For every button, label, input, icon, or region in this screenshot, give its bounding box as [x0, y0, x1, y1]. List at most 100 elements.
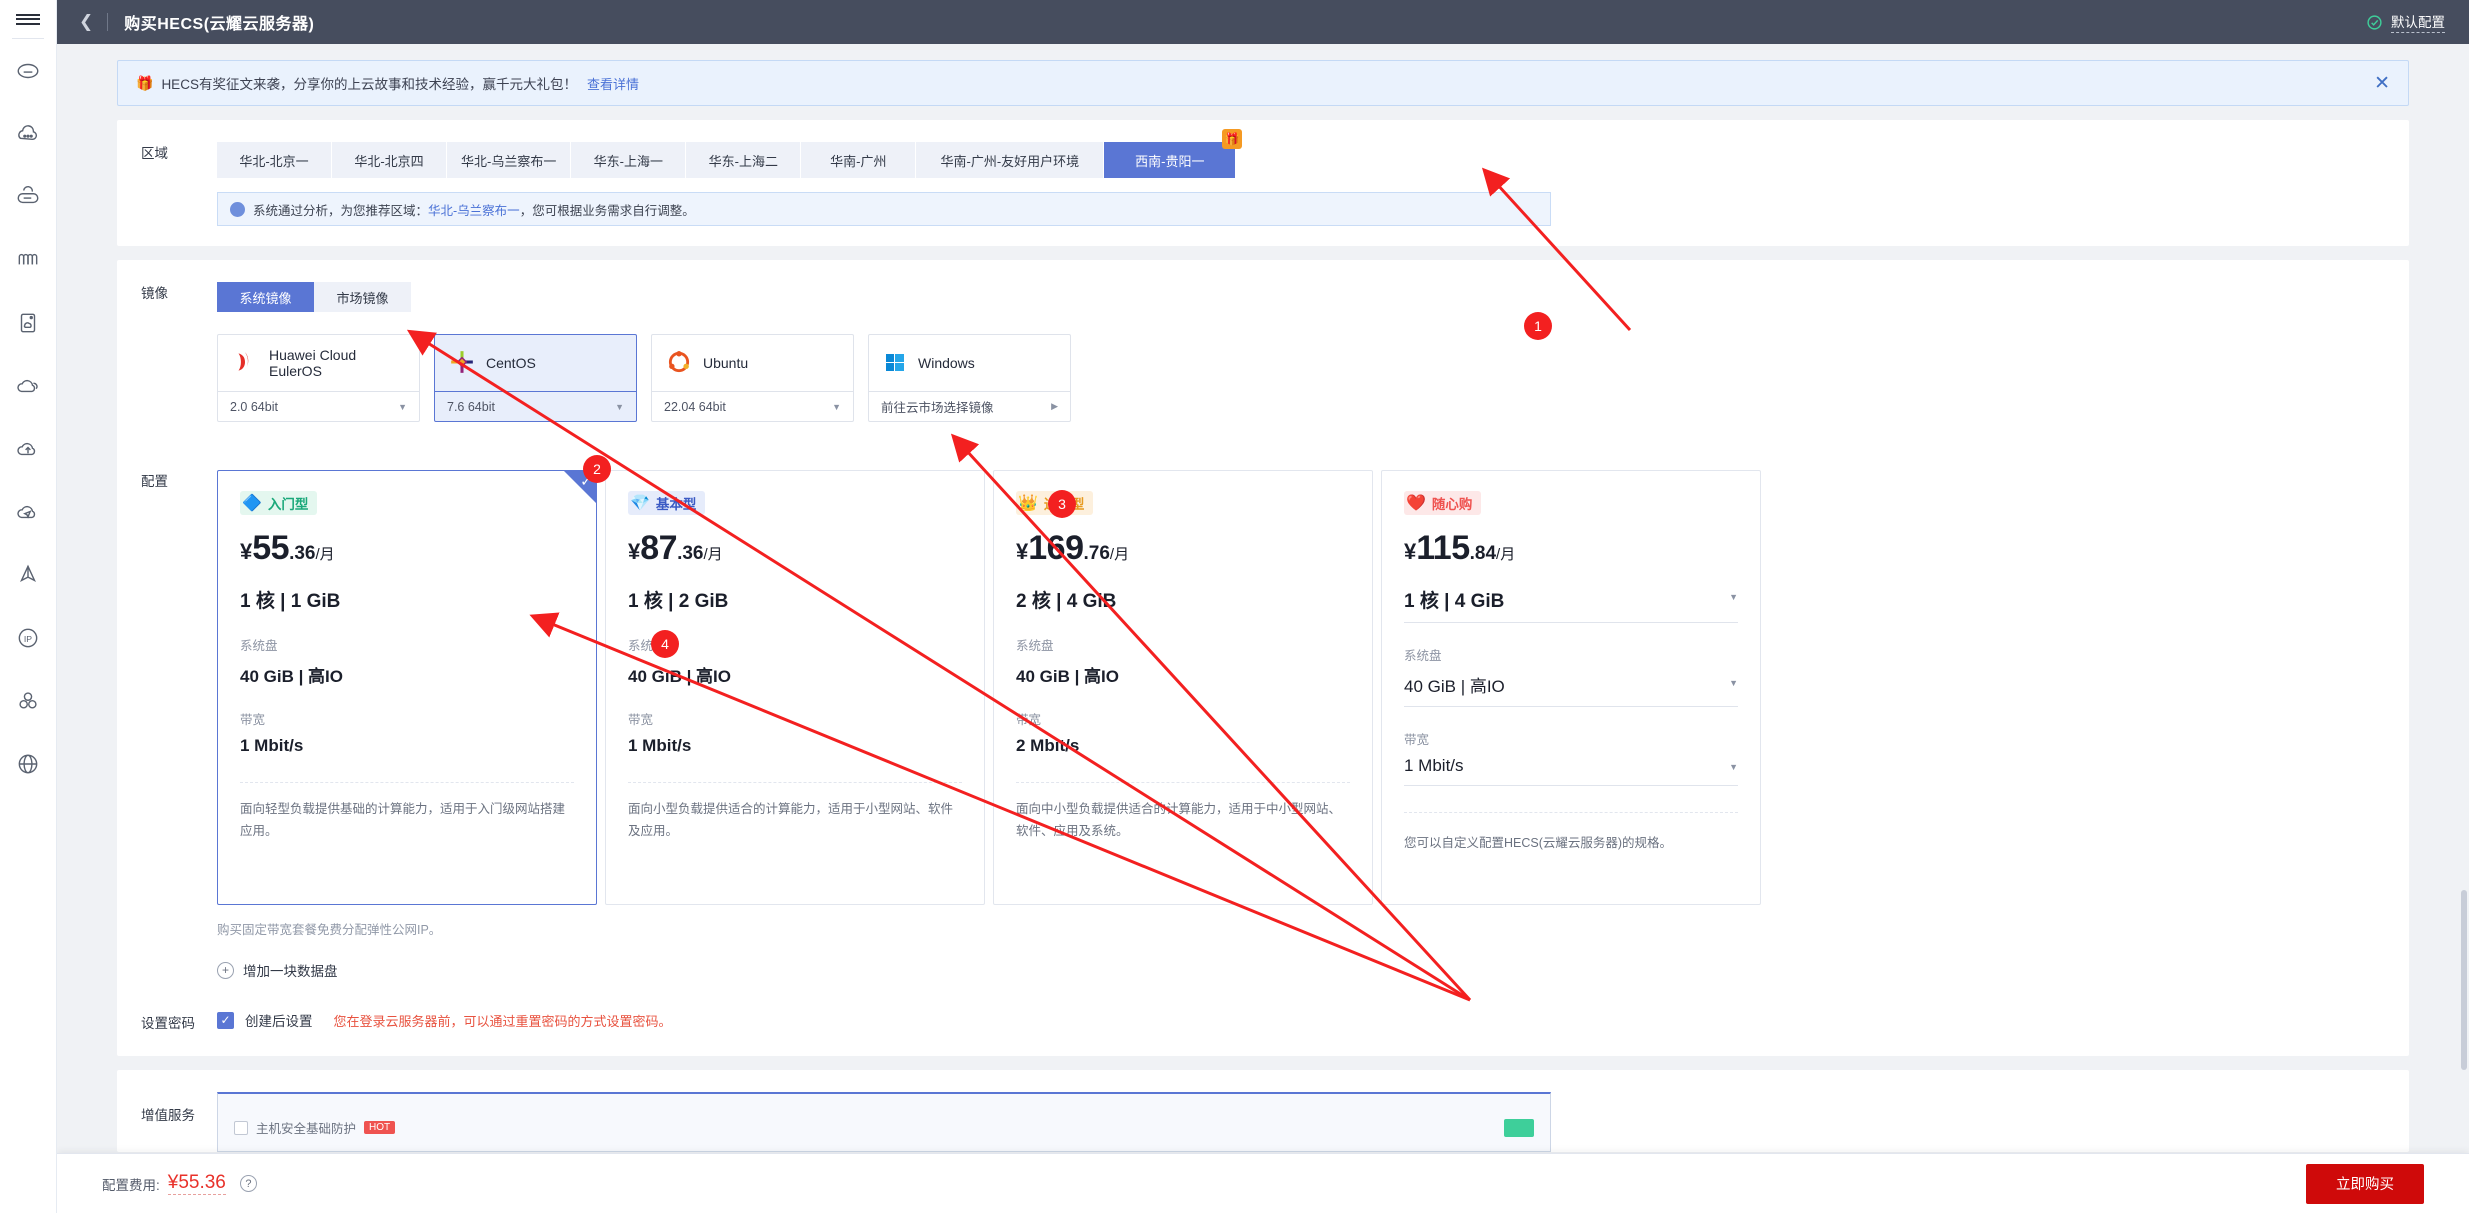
caret-down-icon[interactable]: ▼	[1729, 592, 1738, 602]
sidebar-item-cloud-dots[interactable]	[0, 102, 56, 165]
region-tab[interactable]: 华北-乌兰察布一	[447, 142, 572, 178]
fee-label: 配置费用:	[102, 1177, 160, 1193]
disk-select[interactable]: 40 GiB | 高IO ▼	[1404, 672, 1738, 707]
buy-now-button[interactable]: 立即购买	[2306, 1163, 2424, 1204]
currency-symbol: ¥	[628, 539, 641, 564]
page-scroll-area: 🎁 HECS有奖征文来袭，分享你的上云故事和技术经验，赢千元大礼包！ 查看详情 …	[57, 44, 2469, 1165]
caret-down-icon[interactable]: ▼	[832, 401, 841, 412]
os-version: 22.04 64bit	[664, 399, 726, 414]
promo-banner-text: HECS有奖征文来袭，分享你的上云故事和技术经验，赢千元大礼包！	[161, 77, 577, 92]
diamond-green-icon: 🔷	[242, 495, 262, 512]
sidebar-item-globe-web[interactable]	[0, 732, 56, 795]
flavor-card-basic[interactable]: 💎 基本型 ¥87.36/月 1 核 | 2 GiB 系统盘 40 GiB | …	[605, 470, 985, 905]
value-added-panel: 增值服务 主机安全基础防护 HOT	[117, 1070, 2409, 1152]
region-tab[interactable]: 华北-北京一	[217, 142, 332, 178]
left-sidebar-rail: IP	[0, 0, 57, 1213]
caret-right-icon[interactable]: ▶	[1051, 401, 1058, 411]
region-tab-selected[interactable]: 西南-贵阳一 🎁	[1104, 129, 1243, 178]
sidebar-item-cloud-send[interactable]	[0, 480, 56, 543]
card-divider	[240, 782, 574, 783]
bandwidth-label: 带宽	[1016, 713, 1042, 727]
region-tab[interactable]: 华东-上海一	[571, 142, 687, 178]
question-circle-icon[interactable]: ?	[239, 1175, 257, 1192]
svg-text:IP: IP	[24, 633, 32, 643]
password-checkbox[interactable]: ✓	[217, 1011, 234, 1029]
value-added-text: 主机安全基础防护	[256, 1122, 357, 1136]
default-config-label: 默认配置	[2391, 11, 2445, 33]
price-period: /月	[315, 546, 335, 563]
add-data-disk-label: 增加一块数据盘	[243, 964, 338, 979]
flavor-spec-select[interactable]: 1 核 | 4 GiB ▼	[1404, 586, 1738, 623]
caret-down-icon[interactable]: ▼	[1729, 678, 1738, 688]
bandwidth-value: 1 Mbit/s	[240, 736, 304, 755]
default-config-button[interactable]: 默认配置	[2366, 11, 2469, 33]
chevron-left-icon[interactable]: ❮	[79, 12, 94, 31]
os-name: Ubuntu	[703, 355, 749, 371]
flavor-tag-label: 基本型	[655, 497, 697, 512]
promo-banner-link[interactable]: 查看详情	[586, 76, 639, 92]
flavor-card-entry[interactable]: ✓ 🔷 入门型 ¥55.36/月 1 核 | 1 GiB 系统盘 40 GiB …	[217, 470, 597, 905]
hamburger-menu-icon[interactable]	[0, 0, 56, 38]
flavor-card-custom[interactable]: ❤️ 随心购 ¥115.84/月 1 核 | 4 GiB ▼ 系统盘 40 Gi	[1381, 470, 1761, 905]
os-card-ubuntu[interactable]: Ubuntu 22.04 64bit ▼	[651, 334, 854, 422]
price-integer: 169	[1028, 529, 1084, 567]
flavor-tag: 👑 进阶型	[1016, 491, 1094, 515]
sidebar-item-ip-address[interactable]: IP	[0, 606, 56, 669]
password-warning: 您在登录云服务器前，可以通过重置密码的方式设置密码。	[333, 1013, 672, 1029]
sidebar-item-network-tree[interactable]	[0, 543, 56, 606]
value-added-content: 主机安全基础防护 HOT	[217, 1070, 1551, 1152]
sidebar-item-waves[interactable]	[0, 228, 56, 291]
bandwidth-value: 1 Mbit/s	[1404, 756, 1464, 775]
page-title: 购买HECS(云耀云服务器)	[124, 16, 315, 33]
disk-label: 系统盘	[1016, 639, 1054, 653]
region-tip-link[interactable]: 华北-乌兰察布一	[428, 203, 520, 218]
flavor-description: 面向中小型负载提供适合的计算能力，适用于中小型网站、软件、应用及系统。	[1016, 802, 1342, 838]
vertical-scrollbar[interactable]	[2461, 890, 2467, 1070]
sidebar-item-cloud-disk[interactable]	[0, 291, 56, 354]
close-icon[interactable]: ✕	[2374, 72, 2390, 94]
region-tab[interactable]: 华北-北京四	[332, 142, 447, 178]
add-data-disk-button[interactable]: + 增加一块数据盘	[217, 960, 1761, 980]
sidebar-item-cluster[interactable]	[0, 669, 56, 732]
flavor-tag: ❤️ 随心购	[1404, 491, 1482, 515]
region-tab[interactable]: 华东-上海二	[686, 142, 802, 178]
region-tab[interactable]: 华南-广州	[801, 142, 917, 178]
disk-label: 系统盘	[240, 639, 278, 653]
tab-system-image[interactable]: 系统镜像	[217, 282, 314, 312]
hot-badge: HOT	[364, 1121, 396, 1134]
caret-down-icon[interactable]: ▼	[615, 401, 624, 412]
bandwidth-label: 带宽	[240, 713, 266, 727]
sidebar-item-cloud-storage[interactable]	[0, 165, 56, 228]
os-card-list: Huawei Cloud EulerOS 2.0 64bit ▼	[217, 334, 1071, 422]
bandwidth-label: 带宽	[1404, 733, 1430, 747]
bandwidth-select[interactable]: 1 Mbit/s ▼	[1404, 756, 1738, 786]
flavor-card-list: ✓ 🔷 入门型 ¥55.36/月 1 核 | 1 GiB 系统盘 40 GiB …	[217, 470, 1761, 905]
top-header-bar: ❮ 购买HECS(云耀云服务器) 默认配置	[57, 0, 2469, 44]
flavor-spec: 1 核 | 1 GiB	[240, 591, 341, 612]
os-card-windows[interactable]: Windows 前往云市场选择镜像 ▶	[868, 334, 1071, 422]
value-added-checkbox[interactable]	[234, 1120, 248, 1135]
image-label: 镜像	[141, 286, 168, 301]
currency-symbol: ¥	[1404, 539, 1417, 564]
value-added-item[interactable]: 主机安全基础防护 HOT	[217, 1092, 1551, 1152]
card-divider	[1016, 782, 1350, 783]
os-card-euleros[interactable]: Huawei Cloud EulerOS 2.0 64bit ▼	[217, 334, 420, 422]
flavor-description: 面向小型负载提供适合的计算能力，适用于小型网站、软件及应用。	[628, 802, 954, 838]
caret-down-icon[interactable]: ▼	[398, 401, 407, 412]
card-divider	[628, 782, 962, 783]
check-icon: ✓	[580, 473, 592, 489]
sidebar-item-cloud-upload[interactable]	[0, 417, 56, 480]
price-period: /月	[1109, 546, 1130, 563]
caret-down-icon[interactable]: ▼	[1729, 762, 1738, 772]
tab-market-image[interactable]: 市场镜像	[314, 282, 411, 312]
os-card-centos[interactable]: CentOS 7.6 64bit ▼	[434, 334, 637, 422]
flavor-tag-label: 入门型	[267, 497, 309, 512]
value-added-label: 增值服务	[141, 1108, 195, 1123]
flavor-card-advanced[interactable]: 👑 进阶型 ¥169.76/月 2 核 | 4 GiB 系统盘 40 GiB |…	[993, 470, 1373, 905]
image-content: 系统镜像 市场镜像 Huawei Cloud EulerOS 2.0 64bit	[217, 260, 1071, 448]
sidebar-item-cloud-stack[interactable]	[0, 354, 56, 417]
flavor-spec: 1 核 | 2 GiB	[628, 591, 729, 612]
region-tab[interactable]: 华南-广州-友好用户环境	[916, 142, 1105, 178]
sidebar-item-cloud-server[interactable]	[0, 39, 56, 102]
bandwidth-label: 带宽	[628, 713, 654, 727]
